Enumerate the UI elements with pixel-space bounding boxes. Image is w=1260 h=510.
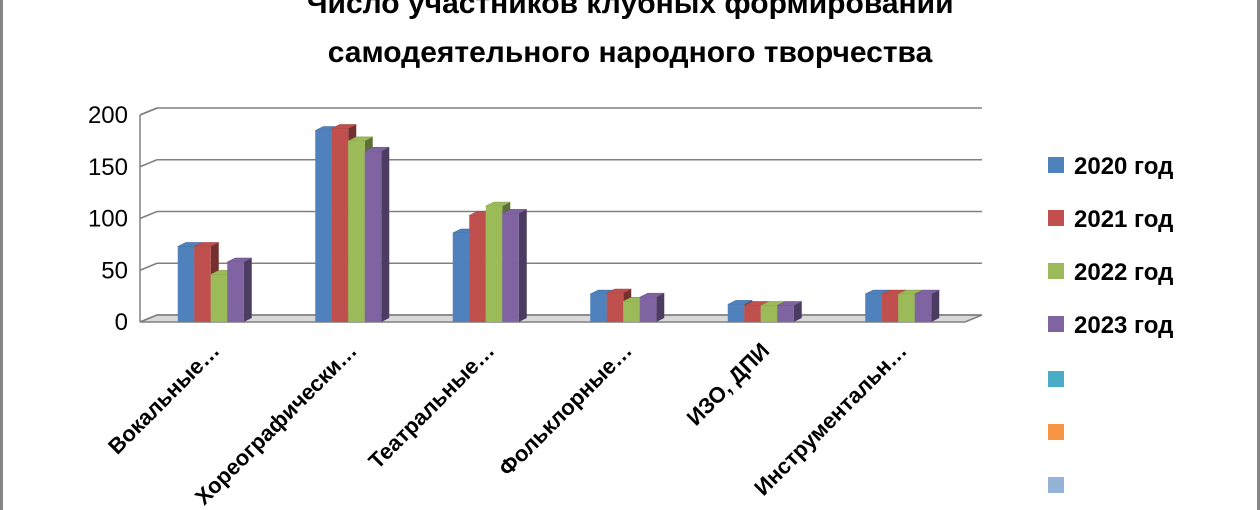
- x-tick-label: ИЗО, ДПИ: [682, 338, 775, 431]
- x-tick-label: Театральные…: [363, 338, 499, 474]
- bar-side: [381, 147, 390, 322]
- chart-title-line-2: самодеятельного народного творчества: [327, 36, 933, 69]
- bar-side: [243, 257, 252, 322]
- legend-label: 2023 год: [1074, 312, 1173, 339]
- bar: [210, 274, 228, 322]
- bar: [364, 151, 382, 322]
- bar: [452, 232, 470, 322]
- x-tick-label: Вокальные…: [103, 338, 224, 459]
- chart-frame-right: [1257, 0, 1260, 510]
- y-tick-label: 200: [88, 102, 128, 129]
- chart-title-line-1: Число участников клубных формирований: [306, 0, 954, 20]
- bar: [744, 305, 761, 322]
- bar-side: [518, 209, 527, 322]
- y-tick-label: 150: [88, 154, 128, 181]
- bar: [177, 246, 195, 322]
- bar: [606, 293, 624, 322]
- bar: [623, 301, 640, 322]
- legend-swatch: [1048, 263, 1064, 279]
- gridline-diagonal: [139, 210, 158, 220]
- bar: [639, 297, 657, 322]
- bar: [727, 304, 745, 322]
- bar: [914, 294, 932, 322]
- legend-swatch: [1048, 316, 1064, 332]
- gridline-diagonal: [139, 262, 158, 271]
- x-tick-label: Фольклорные…: [494, 338, 637, 481]
- legend-label: 2022 год: [1074, 259, 1173, 286]
- bar: [485, 206, 503, 322]
- bar: [898, 294, 915, 322]
- y-tick-label: 100: [88, 206, 128, 233]
- legend-swatch: [1048, 157, 1064, 173]
- bar: [348, 140, 365, 322]
- gridline-diagonal: [139, 314, 158, 323]
- bar: [865, 294, 882, 322]
- legend-swatch: [1048, 371, 1064, 387]
- legend-swatch: [1048, 424, 1064, 440]
- x-tick-label: Инструментальн…: [749, 338, 912, 501]
- bar-side: [931, 290, 940, 322]
- gridline-diagonal: [139, 159, 158, 168]
- bar: [315, 130, 332, 322]
- bar: [502, 213, 519, 322]
- bar: [194, 246, 211, 322]
- chart-floor: [139, 314, 983, 323]
- bar: [760, 305, 778, 322]
- legend-swatch: [1048, 477, 1064, 493]
- legend-label: 2020 год: [1074, 153, 1173, 180]
- bar: [777, 305, 794, 322]
- bar-side: [793, 301, 802, 322]
- bar: [590, 294, 607, 322]
- chart-frame-left: [0, 0, 3, 510]
- y-tick-label: 50: [101, 257, 128, 284]
- bar: [881, 294, 899, 322]
- y-tick-label: 0: [115, 309, 128, 336]
- bar: [331, 128, 349, 322]
- legend-swatch: [1048, 210, 1064, 226]
- gridline-diagonal: [139, 107, 158, 116]
- bar-side: [656, 293, 665, 322]
- bar: [469, 215, 486, 322]
- legend-label: 2021 год: [1074, 206, 1173, 233]
- bar: [227, 261, 244, 322]
